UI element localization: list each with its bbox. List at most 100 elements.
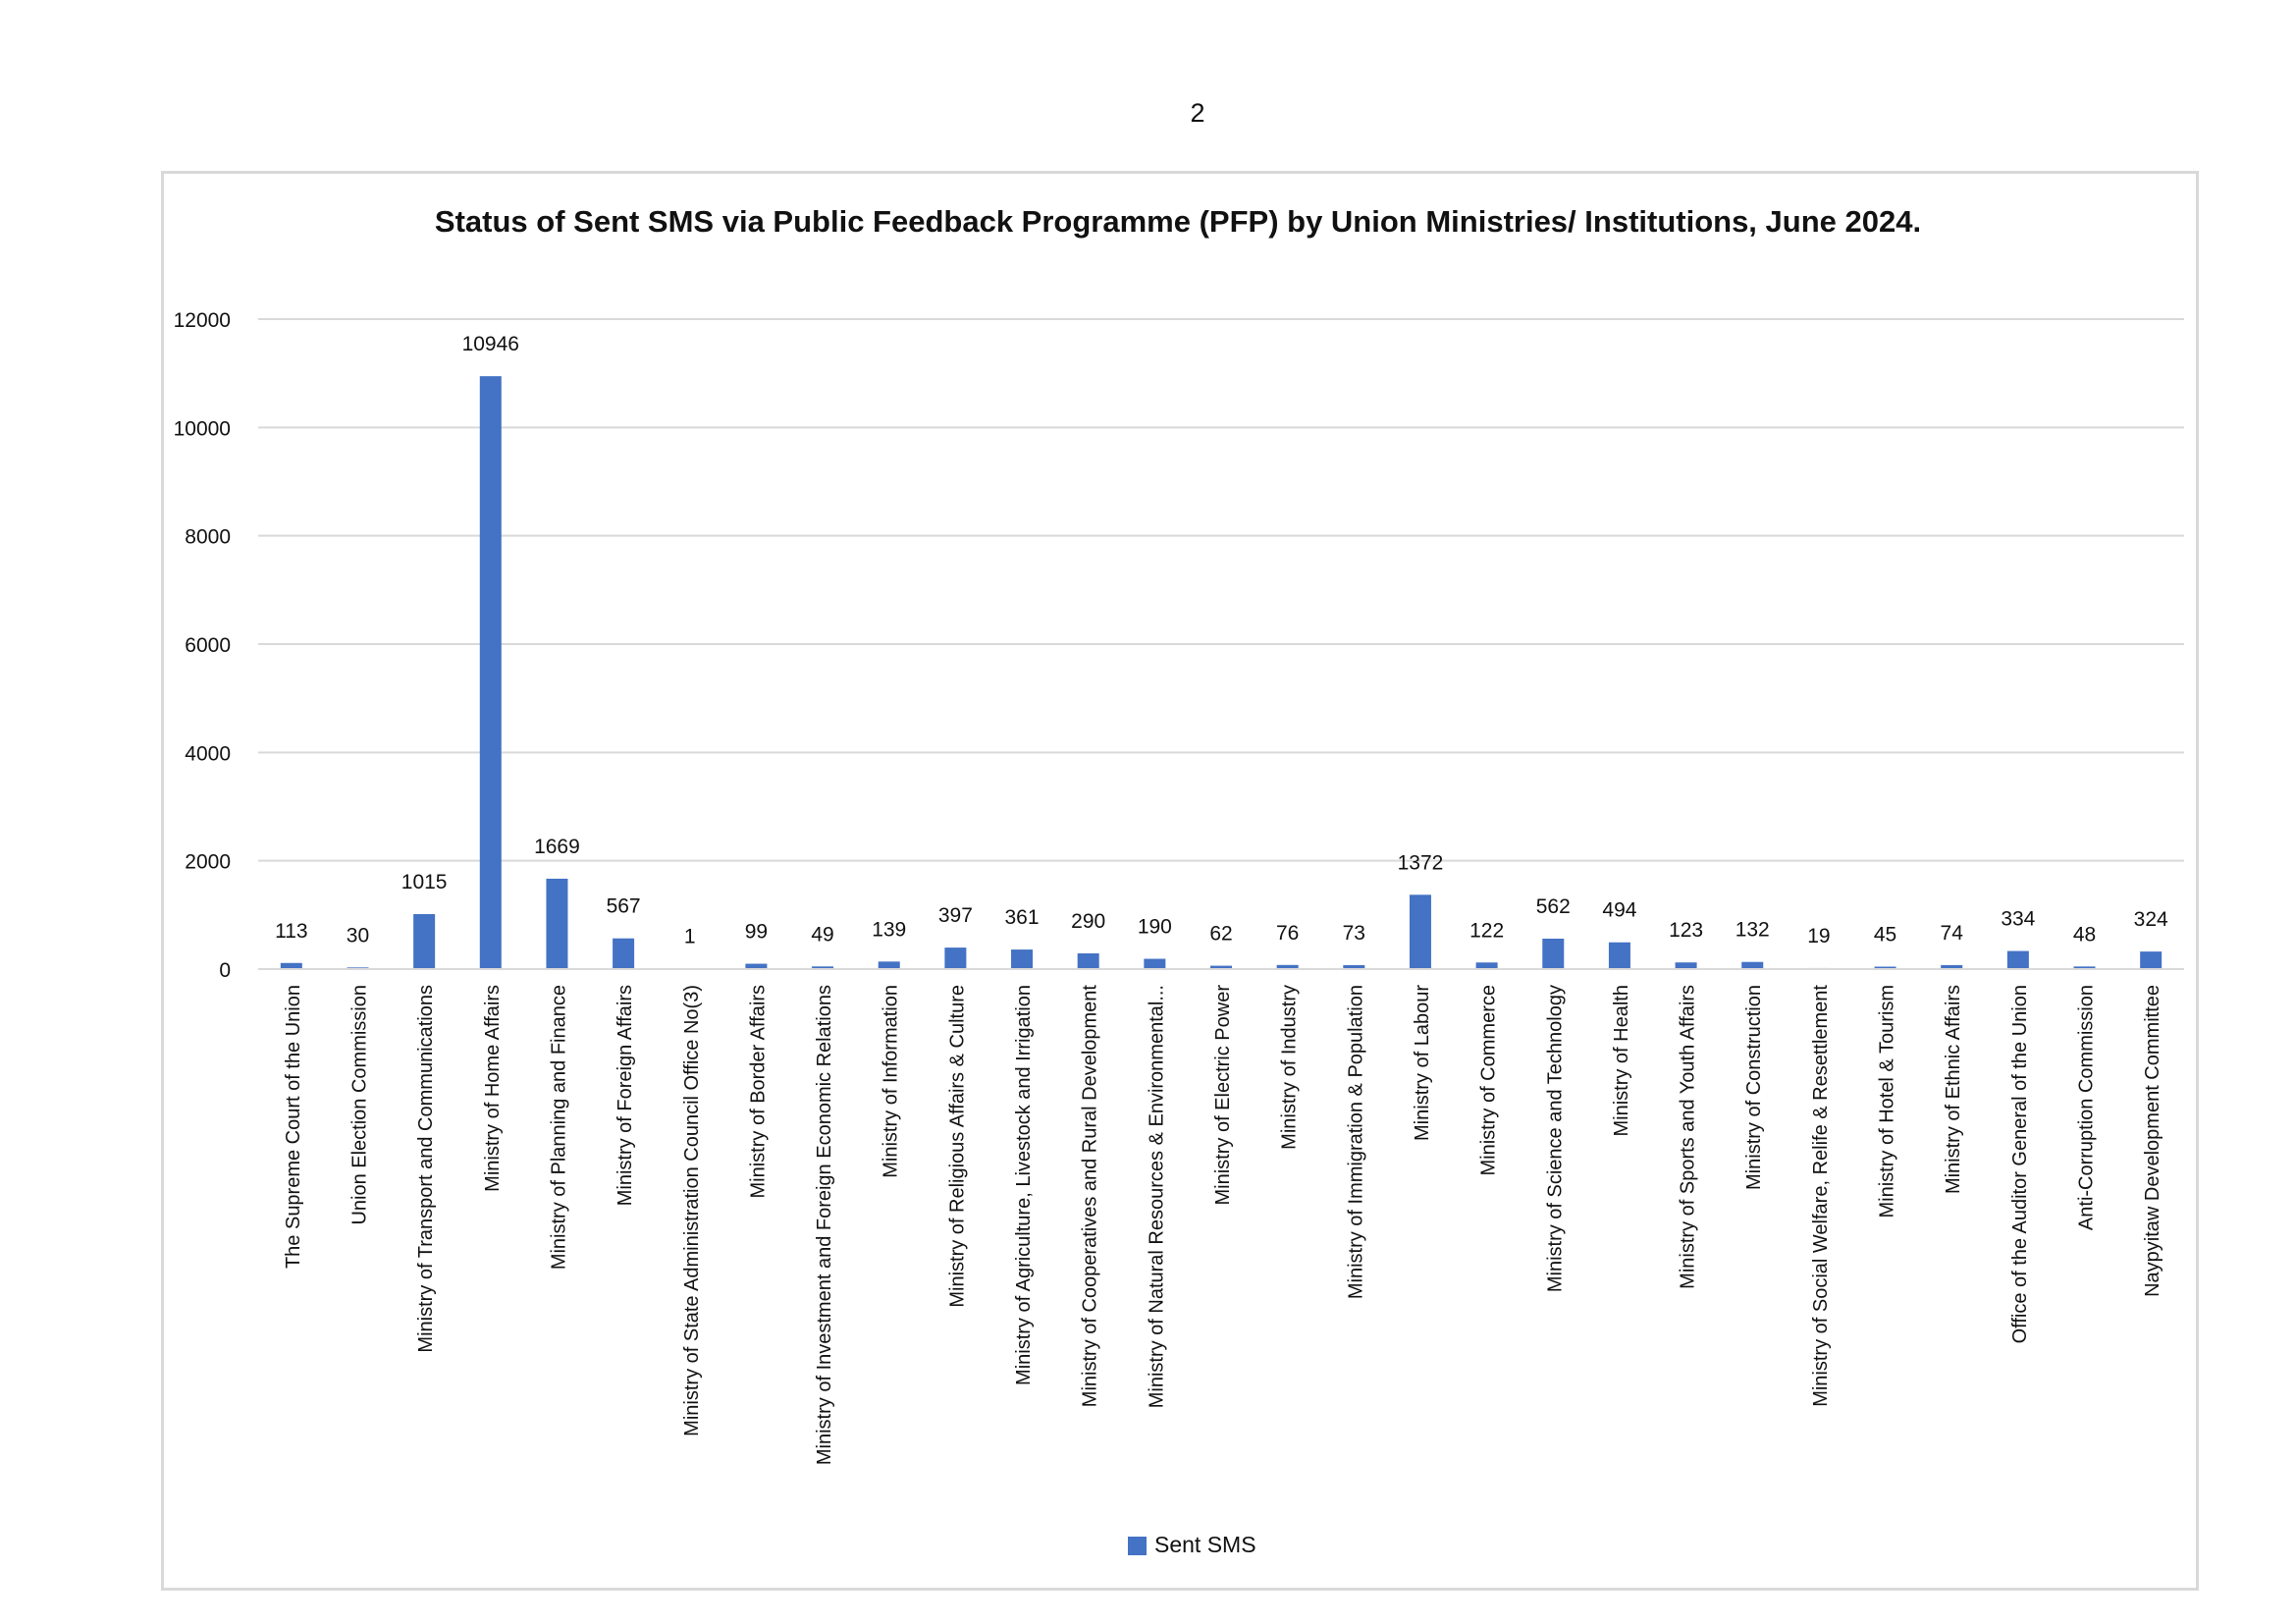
data-label: 1669 (534, 836, 580, 858)
data-label: 324 (2134, 908, 2168, 931)
x-tick-label: Ministry of State Administration Council… (681, 985, 703, 1436)
bar (1741, 961, 1764, 969)
data-label: 562 (1536, 895, 1571, 918)
data-label: 1372 (1398, 851, 1444, 874)
bar (1542, 938, 1565, 969)
x-tick-label: Ministry of Home Affairs (482, 985, 504, 1192)
data-labels: 113 30 1015 10946 1669 567 1 99 49 139 397 361 290 19… (275, 333, 2168, 947)
x-tick-label: Naypyitaw Development Committee (2142, 985, 2163, 1297)
bar (1343, 964, 1365, 969)
y-tick-label: 10000 (174, 417, 231, 440)
x-tick-label: Ministry of Social Welfare, Relife & Res… (1810, 985, 1832, 1407)
x-tick-label: Ministry of Border Affairs (747, 985, 769, 1198)
page-number: 2 (1190, 98, 1205, 128)
bar (1608, 942, 1630, 969)
x-axis-ticks: The Supreme Court of the Union Union Elec… (283, 985, 2163, 1466)
bar (944, 947, 967, 969)
bar (1077, 953, 1099, 969)
x-tick-label: Office of the Auditor General of the Uni… (2009, 985, 2031, 1343)
bar (1475, 962, 1498, 969)
data-label: 494 (1602, 899, 1636, 922)
data-label: 190 (1138, 916, 1172, 939)
data-label: 45 (1874, 924, 1896, 947)
data-label: 76 (1276, 922, 1299, 945)
legend-swatch (1128, 1537, 1147, 1555)
data-label: 73 (1343, 922, 1365, 945)
bar (745, 963, 768, 969)
bar (613, 938, 635, 969)
data-label: 139 (872, 918, 906, 941)
y-tick-label: 0 (219, 959, 231, 982)
data-label: 122 (1469, 919, 1504, 942)
data-label: 567 (607, 895, 641, 918)
data-label: 334 (2001, 908, 2035, 931)
bar-chart: Status of Sent SMS via Public Feedback P… (174, 204, 2184, 1557)
x-tick-label: Ministry of Foreign Affairs (614, 985, 636, 1206)
y-tick-label: 4000 (185, 742, 231, 765)
bar (812, 966, 834, 969)
y-axis-ticks: 0 2000 4000 6000 8000 10000 12000 (174, 309, 231, 982)
x-tick-label: Ministry of Industry (1279, 985, 1301, 1150)
data-label: 99 (745, 921, 768, 944)
x-tick-label: Anti-Corruption Commission (2076, 985, 2098, 1230)
x-tick-label: Ministry of Transport and Communications (415, 985, 437, 1353)
x-tick-label: Ministry of Construction (1743, 985, 1765, 1190)
bar (878, 961, 900, 969)
x-tick-label: Ministry of Science and Technology (1544, 985, 1566, 1292)
data-label: 1015 (401, 871, 448, 893)
bar (479, 376, 502, 970)
bar (1409, 894, 1431, 969)
chart-title: Status of Sent SMS via Public Feedback P… (435, 204, 1921, 239)
data-label: 74 (1941, 922, 1964, 945)
bar (1144, 958, 1166, 969)
data-label: 30 (347, 924, 369, 947)
bar (1210, 965, 1232, 969)
data-label: 397 (938, 904, 973, 927)
bar (1874, 966, 1896, 969)
bar (546, 878, 568, 969)
data-label: 10946 (462, 333, 519, 355)
x-tick-label: Ministry of Immigration & Population (1345, 985, 1366, 1299)
gridlines (258, 318, 2184, 862)
x-tick-label: Ministry of Religious Affairs & Culture (946, 985, 968, 1308)
x-tick-label: Ministry of Agriculture, Livestock and I… (1013, 985, 1035, 1385)
data-label: 62 (1209, 923, 1232, 946)
x-tick-label: Ministry of Cooperatives and Rural Devel… (1080, 985, 1101, 1408)
bar (1011, 949, 1034, 969)
data-label: 113 (275, 920, 307, 943)
legend: Sent SMS (1128, 1532, 1256, 1557)
x-tick-label: Ministry of Hotel & Tourism (1877, 985, 1898, 1218)
data-label: 49 (811, 923, 833, 946)
bar (413, 914, 436, 969)
data-label: 48 (2073, 923, 2096, 946)
x-tick-label: Ministry of Electric Power (1212, 985, 1234, 1206)
bars (280, 376, 2163, 970)
data-label: 132 (1735, 919, 1770, 942)
data-label: 19 (1807, 925, 1830, 947)
bar (1276, 964, 1299, 969)
x-tick-label: The Supreme Court of the Union (283, 985, 304, 1269)
y-tick-label: 2000 (185, 851, 231, 874)
y-tick-label: 6000 (185, 634, 231, 657)
y-tick-label: 12000 (174, 309, 231, 332)
x-tick-label: Ministry of Investment and Foreign Econo… (814, 985, 835, 1465)
data-label: 361 (1005, 906, 1040, 929)
data-label: 290 (1071, 910, 1105, 933)
bar (2006, 950, 2029, 969)
x-tick-label: Ministry of Health (1611, 985, 1632, 1137)
x-tick-label: Ministry of Labour (1412, 985, 1433, 1141)
x-tick-label: Ministry of Ethnic Affairs (1943, 985, 1964, 1194)
x-tick-label: Ministry of Information (881, 985, 902, 1178)
bar (2073, 966, 2096, 969)
x-tick-label: Ministry of Planning and Finance (548, 985, 569, 1270)
x-tick-label: Ministry of Sports and Youth Affairs (1678, 985, 1699, 1289)
chart-frame: Status of Sent SMS via Public Feedback P… (161, 171, 2199, 1591)
bar (280, 962, 302, 969)
x-tick-label: Ministry of Commerce (1478, 985, 1500, 1175)
bar (2140, 951, 2163, 969)
legend-label: Sent SMS (1154, 1532, 1256, 1557)
data-label: 123 (1669, 919, 1703, 942)
data-label: 1 (684, 926, 696, 948)
x-tick-label: Ministry of Natural Resources & Environm… (1146, 985, 1167, 1408)
bar (1675, 962, 1697, 969)
